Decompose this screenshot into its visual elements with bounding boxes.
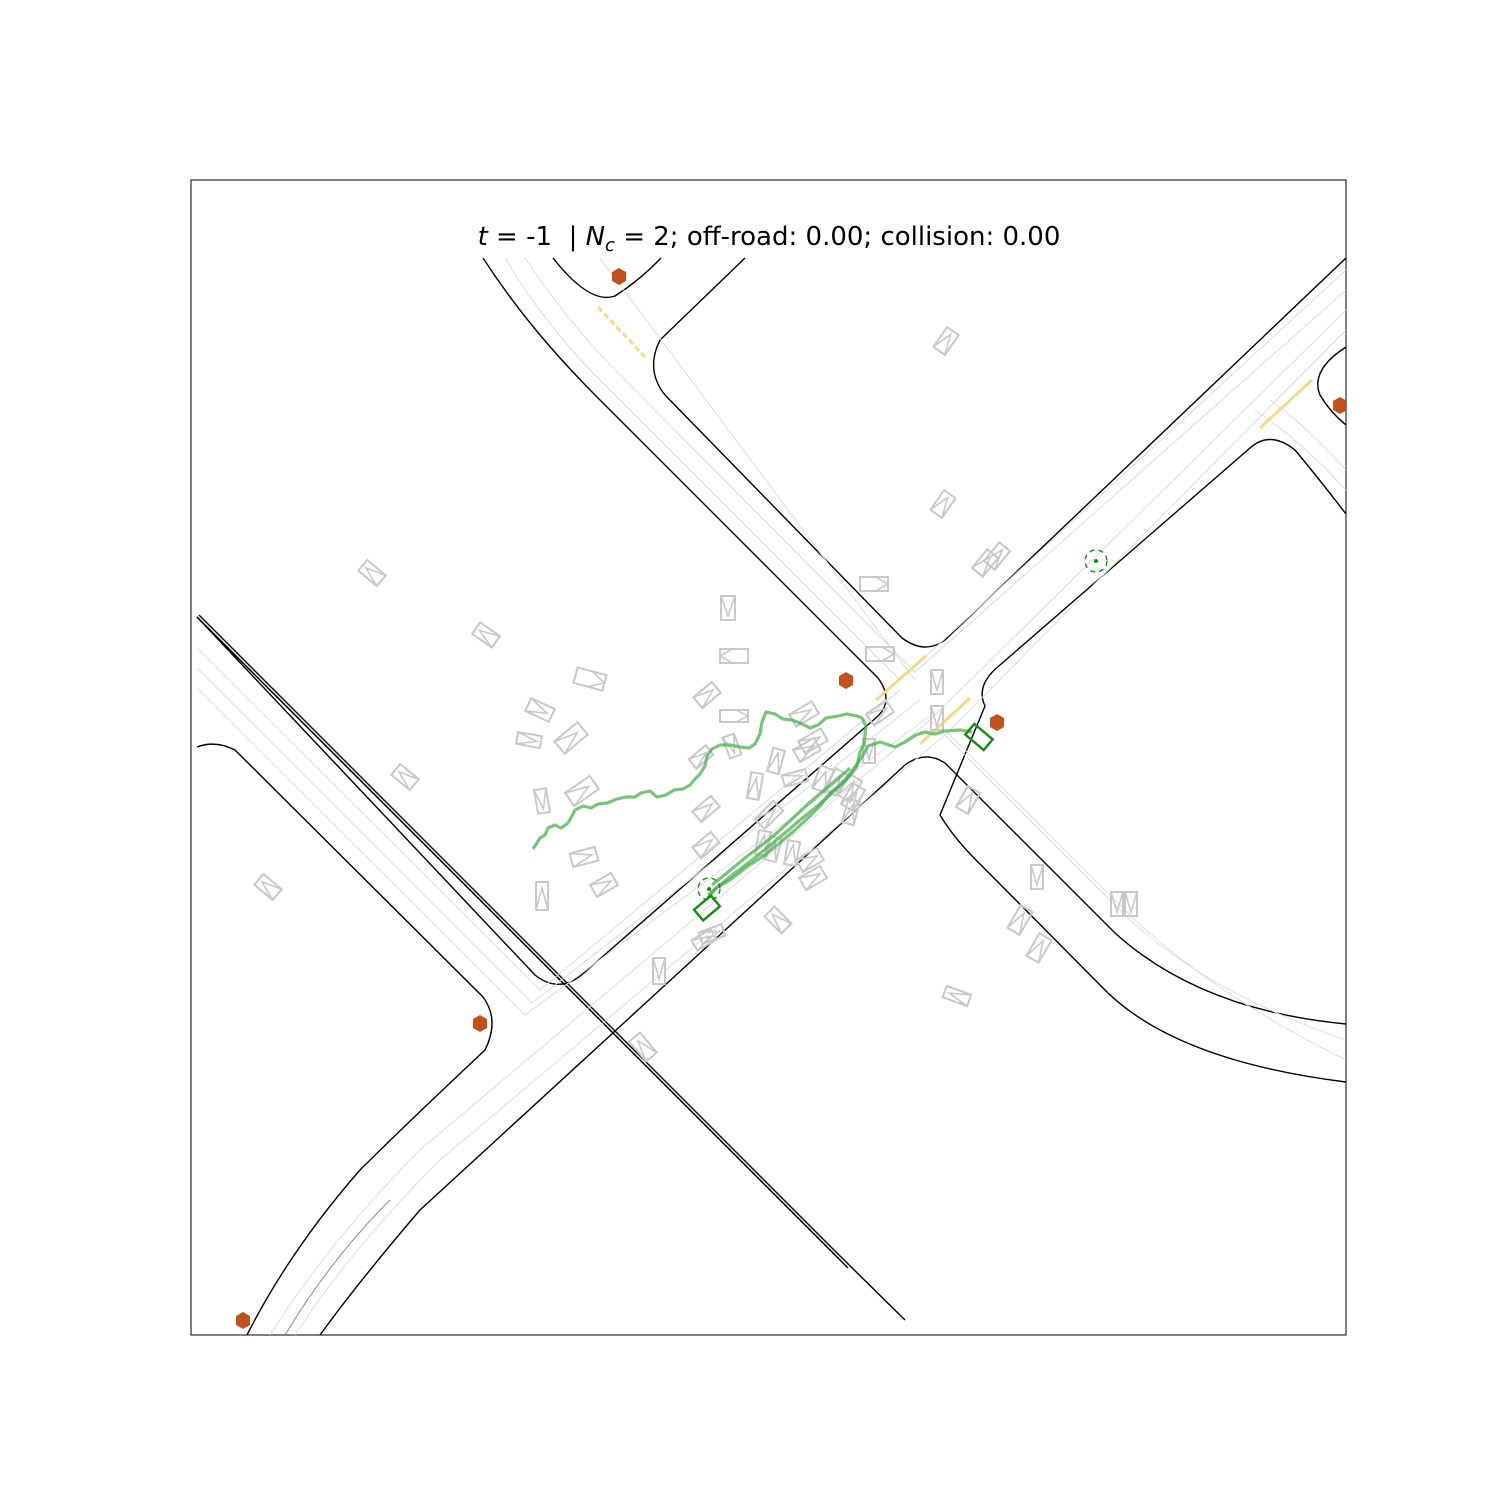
agent-box [931, 325, 961, 357]
trajectory-2 [706, 728, 973, 897]
agent-box [721, 732, 743, 760]
agent-box [1030, 864, 1044, 890]
agent-box [719, 709, 750, 723]
agent-box [588, 871, 620, 899]
agent-box [753, 799, 785, 831]
agent-box [930, 705, 944, 731]
agent-box [720, 595, 736, 621]
trajectories [531, 710, 973, 899]
agent-box [859, 576, 890, 592]
hexagon-icon [612, 268, 626, 285]
agent-box [782, 838, 802, 868]
agent-box [1124, 891, 1138, 917]
stop-signs [236, 268, 1346, 1329]
agent-box [865, 646, 896, 662]
agent-box [514, 730, 544, 750]
title-rest: = 2; off-road: 0.00; collision: 0.00 [615, 222, 1060, 252]
agent-box [690, 927, 718, 953]
ego-agents [692, 722, 995, 923]
road-edges [196, 257, 1346, 1335]
agent-box [763, 905, 793, 935]
hexagon-icon [1333, 397, 1346, 414]
ego-agent-box [963, 722, 995, 752]
agent-box [864, 698, 896, 728]
plot-frame [190, 179, 1347, 1336]
title-nc-symbol: N [586, 222, 605, 252]
agent-box [356, 558, 388, 588]
agent-box [563, 774, 601, 808]
goal-markers [697, 549, 1108, 901]
agent-box [535, 881, 549, 911]
agent-box [765, 746, 787, 776]
agent-box [389, 762, 421, 792]
agent-box [930, 669, 944, 695]
agent-box [1110, 891, 1124, 917]
agent-box [791, 736, 823, 764]
trajectory-3 [710, 766, 852, 887]
crosswalks [596, 305, 1314, 746]
agent-box [252, 872, 284, 902]
agent-box [794, 846, 826, 874]
agent-box [523, 696, 557, 724]
agent-box [532, 786, 552, 816]
title-nc-subscript: c [605, 235, 615, 256]
dashed-circle-icon [697, 877, 721, 901]
hexagon-icon [990, 714, 1004, 731]
agent-box [627, 1031, 659, 1063]
title-t-symbol: t [478, 222, 489, 252]
lane-centers [196, 257, 1346, 1335]
agent-box [718, 648, 749, 664]
agent-box [691, 680, 723, 710]
agent-box [797, 864, 829, 892]
hexagon-icon [473, 1015, 487, 1032]
plot-title: t = -1 | Nc = 2; off-road: 0.00; collisi… [478, 222, 1061, 256]
agent-box [954, 784, 982, 816]
agent-box [780, 767, 810, 789]
agent-box [982, 540, 1012, 572]
agent-box [568, 845, 600, 869]
agent-box [840, 797, 862, 827]
hexagon-icon [236, 1312, 250, 1329]
agent-box [470, 620, 502, 650]
hexagon-icon [839, 672, 853, 689]
agent-box [572, 666, 608, 692]
agent-box [690, 830, 722, 860]
agent-box [941, 984, 973, 1008]
agent-box [745, 770, 765, 802]
agent-box [928, 488, 958, 520]
agent-box [552, 720, 590, 756]
agent-box [652, 957, 666, 985]
title-t-value: = -1 | [488, 222, 586, 252]
agent-box [690, 794, 722, 824]
ego-agent-box [692, 893, 722, 923]
agent-box [1025, 931, 1053, 965]
agent-box [1006, 903, 1034, 937]
dashed-circle-icon [1084, 549, 1108, 573]
